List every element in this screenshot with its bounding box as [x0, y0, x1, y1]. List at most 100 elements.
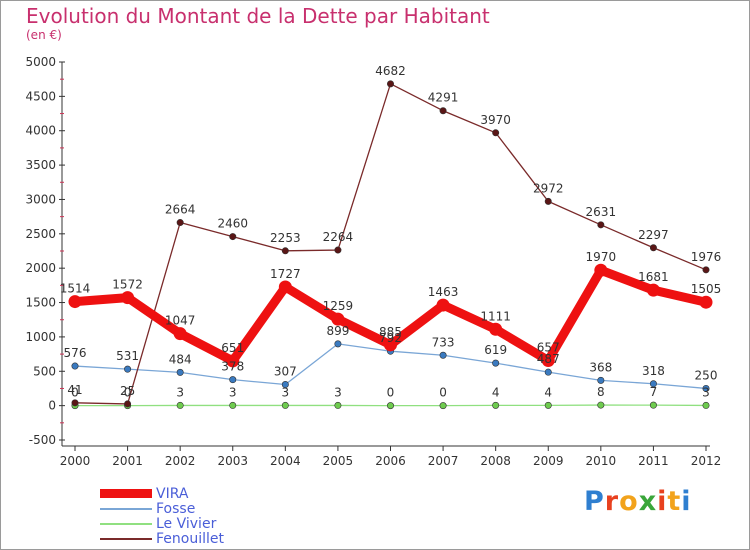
- y-tick-label: 1000: [25, 330, 56, 344]
- data-label-fosse: 531: [116, 349, 139, 363]
- data-point-fenouillet: [702, 266, 710, 274]
- data-label-vira: 657: [537, 340, 560, 354]
- data-label-fenouillet: 2253: [270, 231, 301, 245]
- y-tick-label: -500: [29, 433, 56, 447]
- data-point-vira: [646, 283, 660, 297]
- y-tick-label: 4500: [25, 89, 56, 103]
- logo-letter: t: [667, 486, 682, 517]
- data-point-fosse: [71, 362, 79, 370]
- data-label-le-vivier: 0: [387, 386, 395, 400]
- legend-label-fosse: Fosse: [156, 500, 196, 517]
- data-label-vira: 1514: [60, 282, 91, 296]
- legend-swatch-fenouillet: [100, 537, 152, 540]
- data-point-fenouillet: [71, 399, 79, 407]
- data-label-fenouillet: 4682: [375, 64, 406, 78]
- data-label-vira: 1259: [323, 299, 354, 313]
- data-label-fenouillet: 2631: [586, 205, 617, 219]
- data-point-le-vivier: [492, 401, 500, 409]
- data-point-vira: [331, 312, 345, 326]
- data-label-vira: 1970: [586, 250, 617, 264]
- data-point-fenouillet: [492, 129, 500, 137]
- data-point-fosse: [492, 359, 500, 367]
- data-label-le-vivier: 7: [650, 385, 658, 399]
- data-point-fenouillet: [229, 233, 237, 241]
- data-label-fosse: 487: [537, 352, 560, 366]
- data-point-le-vivier: [334, 401, 342, 409]
- data-point-le-vivier: [229, 401, 237, 409]
- data-label-vira: 1047: [165, 314, 196, 328]
- y-tick-label: 3500: [25, 158, 56, 172]
- data-point-fosse: [281, 381, 289, 389]
- logo-letter: r: [604, 486, 620, 517]
- data-point-fenouillet: [334, 246, 342, 254]
- data-point-fenouillet: [439, 107, 447, 115]
- data-label-fosse: 576: [64, 346, 87, 360]
- data-label-le-vivier: 3: [282, 385, 290, 399]
- y-tick-label: 3000: [25, 192, 56, 206]
- data-point-vira: [384, 338, 397, 352]
- data-label-vira: 1111: [480, 309, 511, 323]
- data-label-fenouillet: 2460: [217, 217, 248, 231]
- data-point-vira: [121, 291, 135, 305]
- data-point-le-vivier: [702, 401, 710, 409]
- data-point-vira: [226, 354, 240, 368]
- data-point-vira: [436, 298, 450, 312]
- x-tick-label: 2006: [375, 454, 406, 468]
- logo-letter: i: [657, 486, 668, 517]
- data-point-le-vivier: [439, 402, 447, 410]
- data-point-fosse: [124, 365, 132, 373]
- data-label-le-vivier: 3: [334, 385, 342, 399]
- data-label-fosse: 368: [589, 360, 612, 374]
- data-point-vira: [541, 353, 555, 367]
- x-tick-label: 2003: [217, 454, 248, 468]
- data-label-fenouillet: 25: [120, 384, 135, 398]
- data-point-fenouillet: [544, 197, 552, 205]
- legend-item-fosse: Fosse: [100, 500, 224, 517]
- data-label-fenouillet: 2297: [638, 228, 669, 242]
- x-tick-label: 2004: [270, 454, 301, 468]
- legend-item-fenouillet: Fenouillet: [100, 530, 224, 547]
- data-point-fosse: [649, 380, 657, 388]
- chart-subtitle: (en €): [26, 28, 62, 42]
- x-tick-label: 2008: [480, 454, 511, 468]
- data-label-le-vivier: 3: [176, 385, 184, 399]
- data-label-le-vivier: 0: [439, 386, 447, 400]
- legend-swatch-le-vivier: [100, 522, 152, 525]
- data-point-fosse: [334, 340, 342, 348]
- data-point-le-vivier: [176, 401, 184, 409]
- data-point-fosse: [597, 376, 605, 384]
- data-point-fenouillet: [597, 221, 605, 229]
- data-label-fosse: 250: [695, 368, 718, 382]
- data-label-fenouillet: 1976: [691, 250, 722, 264]
- x-tick-label: 2012: [691, 454, 722, 468]
- data-point-fosse: [229, 376, 237, 384]
- y-tick-label: 2000: [25, 261, 56, 275]
- legend: VIRA Fosse Le Vivier Fenouillet: [100, 485, 224, 547]
- data-point-le-vivier: [597, 401, 605, 409]
- data-label-le-vivier: 3: [702, 385, 710, 399]
- logo-letter: i: [681, 486, 692, 517]
- data-label-fosse: 318: [642, 364, 665, 378]
- data-point-vira: [594, 263, 608, 277]
- logo-letter: x: [638, 486, 658, 517]
- legend-label-fenouillet: Fenouillet: [156, 530, 224, 547]
- data-label-vira: 1681: [638, 270, 669, 284]
- x-tick-label: 2002: [165, 454, 196, 468]
- data-label-fenouillet: 2972: [533, 181, 564, 195]
- data-label-vira: 1463: [428, 285, 459, 299]
- data-label-fosse: 307: [274, 365, 297, 379]
- legend-label-vira: VIRA: [156, 485, 189, 502]
- data-label-vira: 651: [221, 341, 244, 355]
- x-tick-label: 2000: [60, 454, 91, 468]
- y-tick-label: 5000: [25, 55, 56, 69]
- x-tick-label: 2010: [586, 454, 617, 468]
- y-tick-label: 1500: [25, 296, 56, 310]
- data-label-fenouillet: 2264: [323, 230, 354, 244]
- data-point-vira: [489, 322, 503, 336]
- data-point-fenouillet: [176, 219, 184, 227]
- data-label-vira: 1727: [270, 267, 301, 281]
- data-label-le-vivier: 4: [544, 385, 552, 399]
- data-point-vira: [699, 295, 713, 309]
- data-point-vira: [278, 280, 292, 294]
